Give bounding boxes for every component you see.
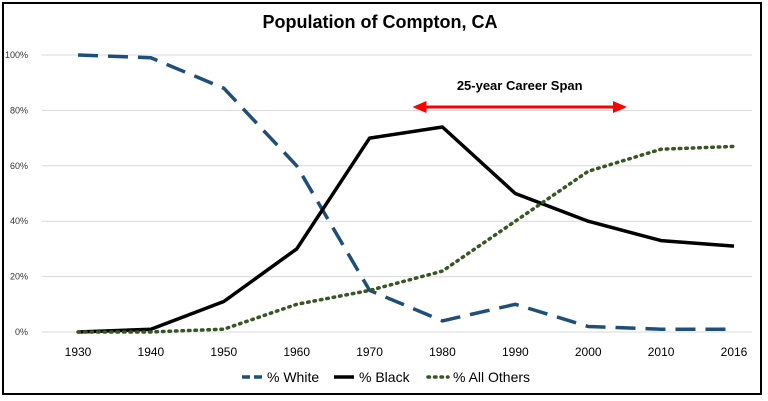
annotation-arrowhead-right bbox=[612, 101, 627, 113]
y-tick-label: 0% bbox=[15, 327, 28, 337]
x-tick-label: 2016 bbox=[721, 345, 748, 359]
y-tick-label: 60% bbox=[10, 161, 28, 171]
legend: % White % Black % All Others bbox=[242, 369, 530, 385]
series-line bbox=[76, 144, 736, 334]
x-tick-label: 1930 bbox=[65, 345, 92, 359]
x-tick-label: 1950 bbox=[210, 345, 237, 359]
x-axis-ticks: 1930 1940 1950 1960 1970 1980 1990 2000 2010 2016 bbox=[65, 345, 748, 359]
annotation: 25-year Career Span bbox=[412, 78, 627, 113]
x-tick-label: 2000 bbox=[575, 345, 602, 359]
series-lines bbox=[76, 53, 736, 334]
y-tick-label: 20% bbox=[10, 272, 28, 282]
legend-label: % All Others bbox=[453, 369, 530, 385]
annotation-arrowhead-left bbox=[412, 101, 427, 113]
x-tick-label: 1940 bbox=[138, 345, 165, 359]
x-tick-label: 1990 bbox=[502, 345, 529, 359]
y-tick-label: 80% bbox=[10, 105, 28, 115]
y-tick-label: 40% bbox=[10, 216, 28, 226]
chart-title: Population of Compton, CA bbox=[263, 12, 498, 32]
legend-label: % White bbox=[267, 369, 319, 385]
x-tick-label: 1960 bbox=[283, 345, 310, 359]
x-tick-label: 1970 bbox=[356, 345, 383, 359]
y-tick-label: 100% bbox=[5, 50, 28, 60]
x-tick-label: 2010 bbox=[648, 345, 675, 359]
y-axis-ticks: 0% 20% 40% 60% 80% 100% bbox=[5, 50, 28, 337]
x-tick-label: 1980 bbox=[429, 345, 456, 359]
annotation-label: 25-year Career Span bbox=[457, 78, 583, 93]
legend-label: % Black bbox=[359, 369, 411, 385]
gridlines bbox=[42, 54, 752, 333]
series-line bbox=[77, 53, 734, 331]
series-line bbox=[77, 125, 735, 334]
